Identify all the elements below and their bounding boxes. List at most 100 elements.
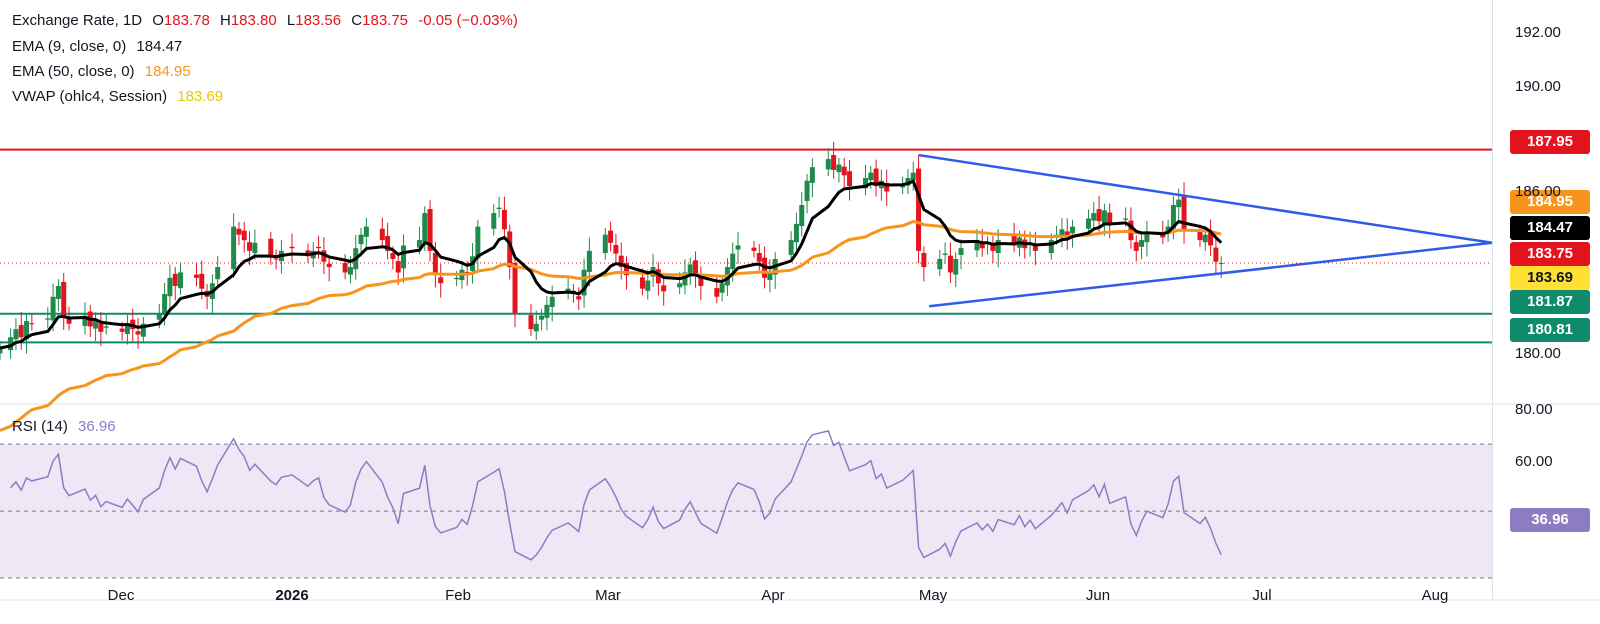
candle-body [756, 253, 762, 262]
candle-body [13, 329, 19, 340]
candle-body [172, 273, 178, 286]
legend-change: -0.05 (−0.03%) [418, 12, 518, 29]
legend-ema50-value: 184.95 [144, 63, 191, 80]
candle-body [655, 269, 661, 284]
candle-body [645, 280, 651, 291]
candle-body [549, 296, 555, 308]
candle-body [825, 159, 831, 170]
candle-body [921, 253, 927, 268]
legend-rsi-value: 36.96 [78, 418, 116, 435]
badge-support-1: 181.87 [1510, 290, 1590, 314]
x-tick-jul: Jul [1252, 587, 1272, 604]
candle-body [501, 209, 507, 230]
candle-body [719, 283, 725, 293]
x-tick-may: May [918, 587, 948, 604]
candle-body [1123, 218, 1129, 220]
candle-body [98, 323, 104, 332]
candle-body [29, 323, 35, 325]
candle-body [379, 228, 385, 241]
candle-body [836, 164, 842, 173]
candle-body [50, 296, 56, 321]
candle-body [693, 260, 699, 276]
candle-body [342, 263, 348, 273]
candle-body [953, 258, 959, 275]
candle-body [618, 255, 624, 268]
legend-symbol-name: Exchange Rate, 1D [12, 12, 143, 29]
badge-close: 183.75 [1510, 242, 1590, 266]
badge-support-2: 180.81 [1510, 318, 1590, 342]
triangle-upper-line [918, 153, 1493, 245]
candle-body [252, 242, 258, 254]
legend-ema50-label: EMA (50, close, 0) [12, 63, 135, 80]
candle-body [119, 328, 125, 332]
candle-body [178, 272, 184, 289]
candle-body [401, 245, 407, 269]
x-tick-feb: Feb [445, 587, 471, 604]
legend-ema50: EMA (50, close, 0) 184.95 [12, 63, 197, 80]
candle-body [24, 321, 30, 340]
candle-body [714, 288, 720, 297]
candle-body [884, 182, 890, 192]
candle-body [916, 168, 922, 251]
legend-close: 183.75 [362, 12, 409, 29]
candle-body [735, 245, 741, 250]
candle-body [1170, 205, 1176, 229]
candle-body [1107, 212, 1113, 224]
candle-body [974, 240, 980, 251]
legend-main: Exchange Rate, 1D O183.78 H183.80 L183.5… [12, 12, 518, 29]
candle-body [586, 250, 592, 272]
candle-body [93, 321, 99, 329]
y-tick-186: 186.00 [1515, 183, 1561, 200]
candle-body [156, 312, 162, 320]
candle-body [507, 231, 513, 268]
candle-body [0, 348, 3, 354]
candle-body [1181, 195, 1187, 230]
x-tick-aug: Aug [1421, 587, 1449, 604]
candle-body [602, 234, 608, 254]
candle-body [910, 172, 916, 181]
candle-body [799, 205, 805, 227]
candle-body [18, 325, 24, 338]
rsi-tick-60: 60.00 [1515, 453, 1553, 470]
candle-body [539, 315, 545, 320]
candle-body [241, 230, 247, 241]
candle-body [533, 323, 539, 332]
candle-body [868, 172, 874, 181]
candle-body [454, 277, 460, 280]
candle-body [937, 258, 943, 270]
price-scale-border [1492, 0, 1493, 600]
candle-body [1133, 242, 1139, 251]
legend-ema9-label: EMA (9, close, 0) [12, 38, 127, 55]
badge-rsi: 36.96 [1510, 508, 1590, 532]
rsi-tick-80: 80.00 [1515, 401, 1553, 418]
candle-body [491, 213, 497, 229]
candle-body [199, 273, 205, 289]
candle-body [1213, 247, 1219, 262]
candle-body [358, 234, 364, 245]
y-tick-190: 190.00 [1515, 78, 1561, 95]
candle-body [45, 318, 51, 320]
candle-body [581, 269, 587, 296]
candle-body [942, 253, 948, 255]
x-tick-2026: 2026 [275, 587, 309, 604]
candle-body [1070, 226, 1076, 234]
legend-vwap-label: VWAP (ohlc4, Session) [12, 88, 168, 105]
candle-body [847, 171, 853, 187]
candle-body [135, 331, 141, 335]
candle-body [831, 155, 837, 170]
legend-ema9-value: 184.47 [136, 38, 183, 55]
legend-high: 183.80 [230, 12, 277, 29]
candle-body [1101, 210, 1107, 224]
legend-vwap-value: 183.69 [177, 88, 224, 105]
candle-body [767, 272, 773, 281]
candle-body [958, 248, 964, 255]
candle-body [841, 166, 847, 176]
candle-body [432, 253, 438, 276]
candle-body [947, 255, 953, 273]
badge-ema9: 184.47 [1510, 216, 1590, 240]
candle-body [103, 326, 109, 328]
candle-body [82, 315, 88, 326]
candle-body [1032, 244, 1038, 251]
candle-body [55, 285, 61, 299]
